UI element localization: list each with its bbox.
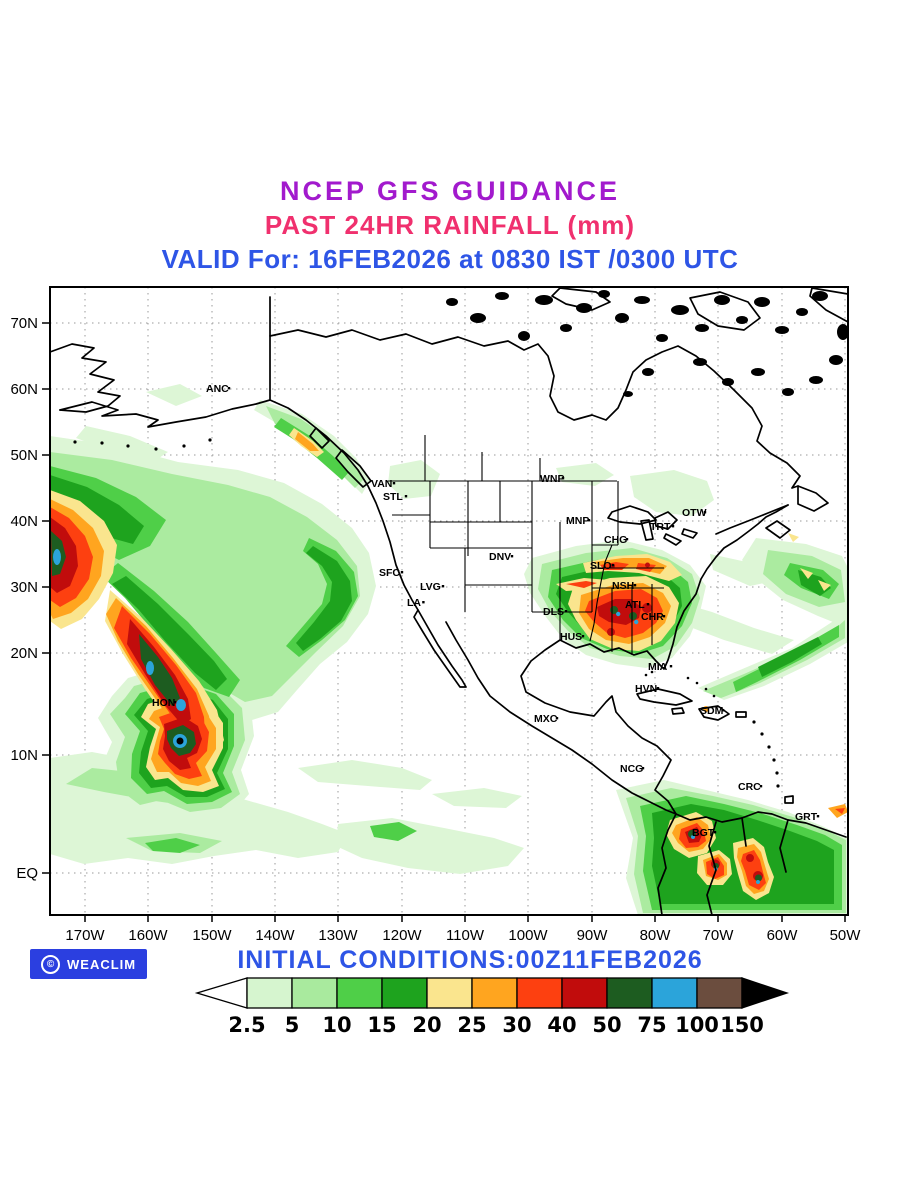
station-label-slo: SLO <box>590 560 612 572</box>
lat-label: EQ <box>16 865 38 882</box>
station-label-anc: ANC <box>206 383 229 395</box>
coastline-layer <box>50 287 848 915</box>
station-label-dls: DLS <box>543 606 564 618</box>
lon-label: 60W <box>767 927 799 944</box>
station-label-wnp: WNP <box>540 473 565 485</box>
lon-label: 90W <box>577 927 609 944</box>
station-label-atl: ATL <box>625 599 645 611</box>
station-label-chg: CHG <box>604 534 627 546</box>
legend-value: 25 <box>457 1013 486 1037</box>
station-label-trt: TRT <box>650 521 671 533</box>
legend-value: 10 <box>322 1013 351 1037</box>
lat-label: 20N <box>10 645 38 662</box>
legend-value: 40 <box>547 1013 576 1037</box>
legend-value: 100 <box>675 1013 719 1037</box>
station-label-hus: HUS <box>560 631 582 643</box>
station-label-ncg: NCG <box>620 763 643 775</box>
lon-label: 170W <box>65 927 105 944</box>
legend-value: 20 <box>412 1013 441 1037</box>
rainfall-layer <box>50 384 848 915</box>
lat-label: 50N <box>10 447 38 464</box>
legend-value: 30 <box>502 1013 531 1037</box>
lon-label: 130W <box>318 927 358 944</box>
lon-label: 160W <box>128 927 168 944</box>
lat-label: 40N <box>10 513 38 530</box>
station-label-mxc: MXC <box>534 713 558 725</box>
copyright-icon: © <box>41 954 60 974</box>
initial-conditions-text: INITIAL CONDITIONS:00Z11FEB2026 <box>237 946 703 974</box>
lat-label: 60N <box>10 381 38 398</box>
station-label-grt: GRT <box>795 811 818 823</box>
legend-value: 15 <box>367 1013 396 1037</box>
map-frame <box>49 286 849 916</box>
lon-label: 110W <box>446 927 485 944</box>
lon-label: 100W <box>508 927 548 944</box>
station-label-crc: CRC <box>738 781 761 793</box>
logo-label: WEACLIM <box>67 956 137 972</box>
legend-value: 50 <box>592 1013 621 1037</box>
lon-label: 80W <box>640 927 672 944</box>
station-label-dnv: DNV <box>489 551 511 563</box>
title-model: NCEP GFS GUIDANCE <box>279 176 621 206</box>
weaclim-logo[interactable]: © WEACLIM <box>30 949 148 979</box>
title-valid-time: VALID For: 16FEB2026 at 0830 IST /0300 U… <box>161 244 739 274</box>
station-label-sdm: SDM <box>700 705 724 717</box>
station-label-stl: STL <box>383 491 403 503</box>
lat-label: 70N <box>10 315 38 332</box>
lon-label: 140W <box>255 927 295 944</box>
lon-label: 70W <box>703 927 735 944</box>
station-label-van: VAN <box>371 478 392 490</box>
station-label-lvg: LVG <box>420 581 441 593</box>
station-label-otw: OTW <box>682 507 707 519</box>
legend-value: 5 <box>285 1013 300 1037</box>
station-label-mnp: MNP <box>566 515 589 527</box>
station-label-sfc: SFC <box>379 567 400 579</box>
lat-label: 30N <box>10 579 38 596</box>
station-label-mia: MIA <box>648 661 668 673</box>
lat-label: 10N <box>10 747 38 764</box>
border-layer <box>388 435 664 655</box>
longitude-axis-labels: 170W 160W 150W 140W 130W 120W 110W 100W 90W 80W 70… <box>65 915 861 944</box>
legend-colorbar: 2.5 5 10 15 20 25 30 40 50 75 100 150 <box>194 977 790 1037</box>
title-product: PAST 24HR RAINFALL (mm) <box>264 210 636 240</box>
station-label-chr: CHR <box>641 611 664 623</box>
lon-label: 150W <box>192 927 232 944</box>
small-islands <box>73 290 848 788</box>
legend-value: 2.5 <box>228 1013 265 1037</box>
station-label-la: LA <box>407 597 421 609</box>
station-label-hon: HON <box>152 697 175 709</box>
lon-label: 120W <box>382 927 422 944</box>
station-label-bgt: BGT <box>692 827 715 839</box>
station-label-nsh: NSH <box>612 580 634 592</box>
lon-label: 50W <box>830 927 862 944</box>
station-label-hvn: HVN <box>635 683 657 695</box>
latitude-axis-labels: 70N 60N 50N 40N 30N 20N 10N EQ <box>10 315 50 882</box>
legend-value: 150 <box>720 1013 764 1037</box>
legend-value: 75 <box>637 1013 666 1037</box>
